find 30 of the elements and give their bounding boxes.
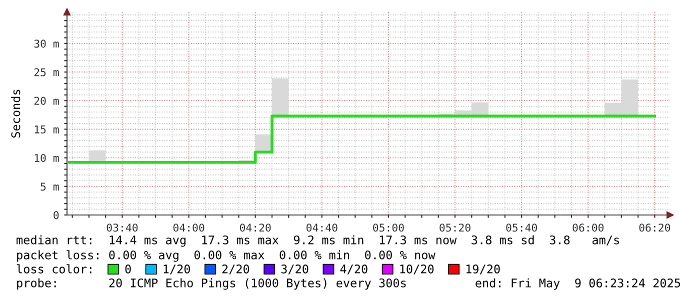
y-tick-label: 15 m — [34, 126, 59, 134]
legend-title: loss color: — [16, 264, 92, 274]
y-tick-label: 5 m — [40, 182, 59, 191]
legend-label: 3/20 — [281, 264, 308, 274]
text: median rtt: 14.4 ms avg 17.3 ms max 9.2 ms min 17.3 ms now 3.8 ms sd 3.8 am/s — [16, 235, 619, 247]
y-tick-label: 25 m — [34, 68, 59, 76]
legend-label: 19/20 — [466, 264, 500, 274]
y-tick-label: 10 m — [34, 154, 59, 162]
legend-label: 1/20 — [164, 264, 190, 274]
y-tick-label: 0 — [54, 211, 59, 220]
y-tick-label: 20 m — [34, 96, 59, 105]
x-tick-label: 04:40 — [306, 224, 338, 232]
legend-label: 4/20 — [340, 264, 368, 274]
legend-label: 2/20 — [222, 264, 250, 274]
x-tick-label: 05:20 — [440, 224, 470, 232]
legend-label: 10/20 — [400, 264, 434, 274]
y-tick-label: 30 m — [34, 40, 59, 48]
y-axis-title: Seconds — [11, 90, 20, 138]
x-tick-label: 04:00 — [173, 224, 204, 232]
x-tick-label: 05:40 — [506, 224, 537, 232]
text: packet loss: 0.00 % avg 0.00 % max 0.00 % min 0.00 % now — [17, 250, 436, 262]
text: probe: 20 ICMP Echo Pings (1000 Bytes) every 300s — [17, 278, 406, 290]
x-tick-label: 06:20 — [639, 224, 670, 232]
x-tick-label: 03:40 — [106, 224, 138, 232]
bar — [272, 78, 289, 116]
x-tick-label: 06:00 — [572, 224, 604, 232]
x-tick-label: 05:00 — [373, 224, 404, 232]
text: end: Fri May 9 06:23:24 2025 — [476, 278, 680, 290]
x-tick-label: 04:20 — [240, 224, 271, 232]
legend-label: 0 — [125, 264, 131, 274]
